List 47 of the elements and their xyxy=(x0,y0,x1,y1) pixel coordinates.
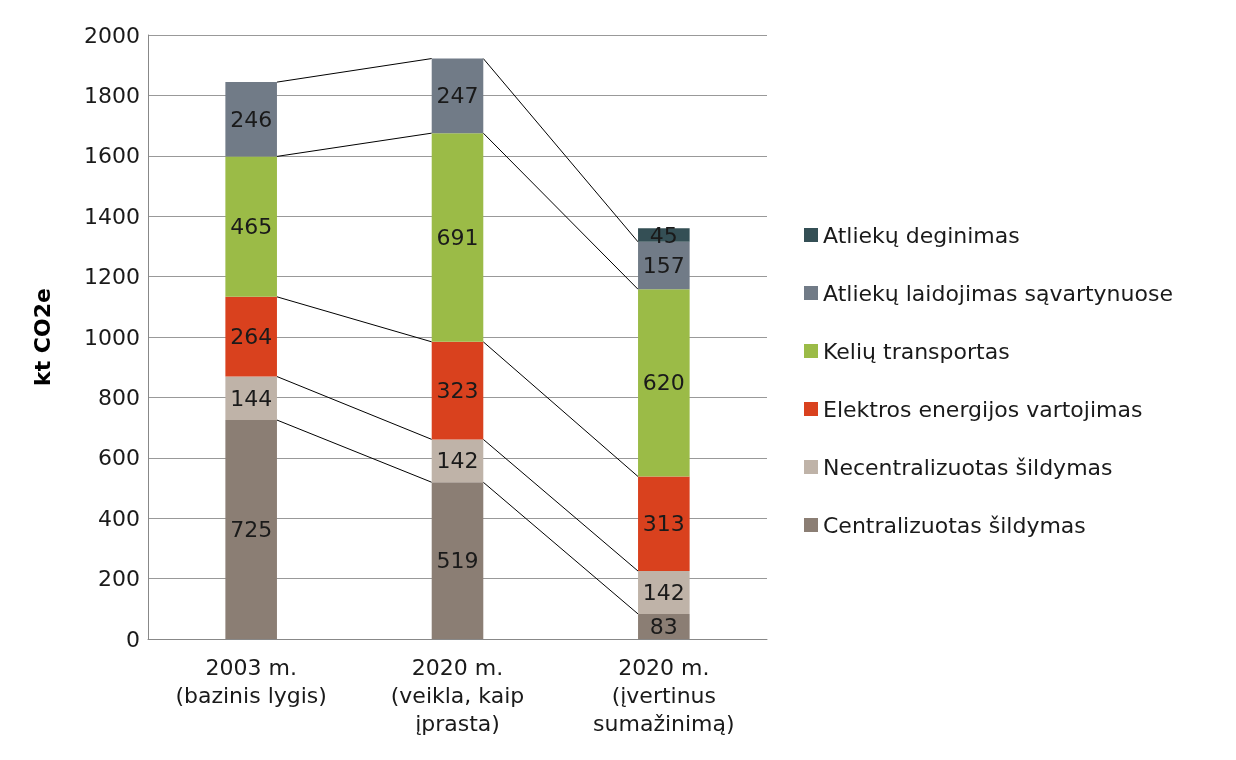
data-label: 144 xyxy=(230,385,273,411)
data-label: 313 xyxy=(642,511,685,537)
y-tick-label: 600 xyxy=(98,445,140,471)
legend-label: Elektros energijos vartojimas xyxy=(823,396,1143,422)
data-label: 246 xyxy=(230,106,273,132)
bar xyxy=(431,482,484,639)
y-tick-label: 800 xyxy=(98,384,140,410)
legend-label: Atliekų deginimas xyxy=(823,222,1020,248)
data-label: 142 xyxy=(642,579,685,605)
bar xyxy=(431,58,484,134)
x-tick-label: 2003 m. (bazinis lygis) xyxy=(175,654,327,708)
y-axis-title: kt CO2e xyxy=(29,288,55,386)
y-tick-label: 1400 xyxy=(84,203,140,229)
x-tick-label: 2020 m. (veikla, kaip įprasta) xyxy=(390,654,525,736)
data-label: 83 xyxy=(649,613,678,639)
bar xyxy=(638,476,690,572)
bar xyxy=(225,156,277,297)
y-tick-label: 200 xyxy=(98,566,140,592)
legend-label: Atliekų laidojimas sąvartynuose xyxy=(823,280,1173,306)
y-tick-label: 400 xyxy=(98,505,140,531)
y-tick-label: 1600 xyxy=(84,143,140,169)
x-tick-label: 2020 m. (įvertinus sumažinimą) xyxy=(593,654,735,736)
y-tick-label: 0 xyxy=(126,626,140,652)
data-label: 691 xyxy=(436,224,479,250)
data-label: 323 xyxy=(436,378,479,404)
data-label: 45 xyxy=(649,222,678,248)
bar xyxy=(225,296,277,377)
legend-label: Centralizuotas šildymas xyxy=(823,512,1086,538)
data-label: 519 xyxy=(436,548,479,574)
data-label: 264 xyxy=(230,324,273,350)
legend-label: Necentralizuotas šildymas xyxy=(823,454,1113,480)
y-tick-label: 1200 xyxy=(84,264,140,290)
y-tick-label: 2000 xyxy=(84,22,140,48)
data-label: 465 xyxy=(230,214,273,240)
y-tick-label: 1800 xyxy=(84,82,140,108)
bar xyxy=(431,341,484,440)
legend-label: Kelių transportas xyxy=(823,338,1010,364)
data-label: 725 xyxy=(230,517,273,543)
data-label: 620 xyxy=(642,370,685,396)
data-label: 157 xyxy=(642,253,685,279)
bar xyxy=(225,420,277,639)
data-label: 247 xyxy=(436,83,479,109)
bar xyxy=(225,82,277,157)
bar xyxy=(431,133,484,342)
y-tick-label: 1000 xyxy=(84,324,140,350)
data-label: 142 xyxy=(436,448,479,474)
bar xyxy=(638,289,690,477)
